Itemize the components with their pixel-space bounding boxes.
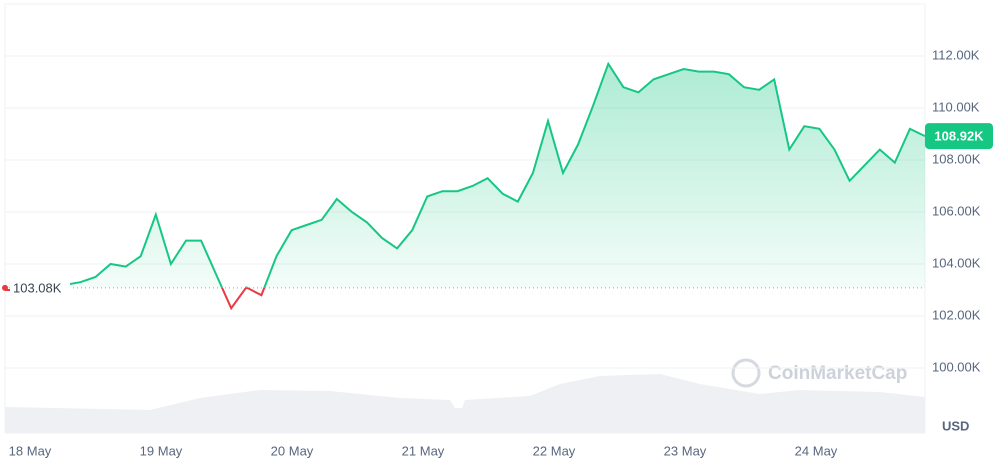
- price-area: [5, 63, 925, 288]
- price-line: [41, 61, 926, 288]
- y-tick-label: 102.00K: [932, 307, 981, 322]
- y-tick-label: 110.00K: [932, 99, 980, 114]
- y-tick-label: 112.00K: [932, 47, 980, 62]
- y-tick-label: 100.00K: [932, 359, 981, 374]
- reference-label: 103.08K: [13, 280, 62, 295]
- y-tick-label: 104.00K: [932, 255, 981, 270]
- x-tick-label: 22 May: [533, 443, 576, 458]
- current-price-label: 108.92K: [934, 129, 984, 144]
- volume-bars: [5, 374, 925, 433]
- reference-dot: [2, 284, 8, 291]
- x-tick-label: 23 May: [664, 443, 707, 458]
- x-tick-label: 20 May: [271, 443, 314, 458]
- watermark-logo: [731, 358, 761, 388]
- x-tick-label: 21 May: [402, 443, 445, 458]
- x-tick-label: 24 May: [795, 443, 838, 458]
- y-tick-label: 108.00K: [932, 151, 981, 166]
- x-tick-label: 19 May: [140, 443, 183, 458]
- x-tick-label: 18 May: [9, 443, 52, 458]
- y-unit: USD: [942, 418, 969, 433]
- current-price-badge: [925, 123, 993, 150]
- watermark-text: CoinMarketCap: [768, 363, 907, 384]
- y-tick-label: 106.00K: [932, 203, 981, 218]
- watermark: CoinMarketCap: [731, 358, 907, 388]
- reference-label-bg: [10, 278, 70, 297]
